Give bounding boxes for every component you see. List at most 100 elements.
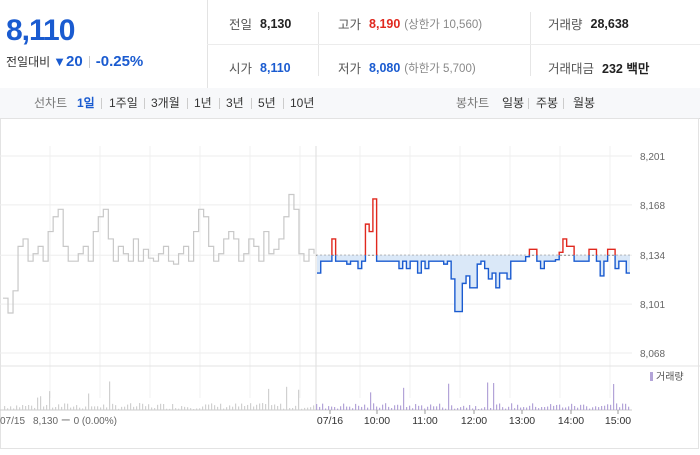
candle-weekly[interactable]: 주봉 [536, 96, 559, 110]
quote-header: 8,110 전일대비 ▼ 20 -0.25% 전일 8,130 고가 8,190… [0, 0, 700, 89]
volume-bar [607, 404, 609, 410]
volume-bar [496, 404, 498, 410]
volume-bar [412, 408, 414, 410]
volume-bar [193, 408, 195, 410]
line-chart-label: 선차트 [34, 96, 68, 110]
volume-bar [400, 405, 402, 410]
volume-bar [79, 407, 81, 410]
volume-bar [91, 406, 93, 410]
volume-bar [7, 408, 9, 410]
volume-bar [142, 403, 144, 410]
y-tick-label: 8,134 [640, 251, 665, 262]
candle-monthly[interactable]: 월봉 [573, 96, 596, 110]
volume-bar [244, 406, 246, 410]
high-value: 8,190 [369, 16, 401, 31]
volume-bar [334, 407, 336, 410]
volume-bar [274, 404, 276, 410]
prev-day-label: 07/15 [0, 416, 25, 427]
volume-bar [178, 408, 180, 410]
volume-bar [352, 408, 354, 410]
below-reference-fill [317, 255, 630, 312]
prev-close-value: 8,130 [260, 16, 292, 31]
period-3m[interactable]: 3개월 [151, 96, 180, 110]
volume-bar [529, 405, 531, 410]
volume-legend-swatch [650, 372, 653, 381]
volume-bar [247, 404, 249, 410]
volume-bar [565, 407, 567, 410]
volume-bar [340, 406, 342, 410]
open-stat: 시가 8,110 [229, 58, 291, 77]
volume-bar [226, 407, 228, 410]
candle-chart-label: 봉차트 [456, 96, 490, 110]
volume-bar [139, 403, 141, 410]
volume-bar [40, 396, 42, 410]
volume-bar [25, 406, 27, 410]
volume-bar [316, 404, 318, 410]
volume-bar [415, 404, 417, 410]
volume-bar [229, 405, 231, 410]
volume-bar [283, 408, 285, 410]
volume-bar [169, 408, 171, 410]
volume-bar [361, 406, 363, 410]
volume-bar [610, 404, 612, 410]
chart-frame [0, 118, 699, 449]
x-tick-label: 07/16 [317, 415, 343, 427]
volume-bar [376, 406, 378, 410]
volume-bar [613, 384, 615, 410]
volume-bar [406, 406, 408, 410]
x-tick-label: 11:00 [412, 415, 438, 427]
volume-bar [298, 389, 300, 410]
volume-bar [304, 407, 306, 410]
y-tick-label: 8,101 [640, 300, 665, 311]
price-chart: 8,201 8,168 8,134 8,101 8,068 거래량 07/15 8,130 ー… [0, 118, 700, 450]
volume-bar [619, 407, 621, 410]
volume-bar [232, 406, 234, 410]
volume-bar [163, 404, 165, 410]
period-10y[interactable]: 10년 [290, 96, 315, 110]
volume-bar [586, 406, 588, 410]
volume-bar [64, 403, 66, 410]
today-series-line-up [331, 198, 616, 256]
volume-bar [502, 407, 504, 410]
divider [251, 98, 252, 109]
divider [101, 98, 102, 109]
volume-bar [220, 403, 222, 410]
volume-bar [85, 406, 87, 410]
volume-bar [466, 407, 468, 410]
volume-bar [196, 408, 198, 410]
volume-bar [67, 403, 69, 410]
volume-bar [358, 405, 360, 410]
volume-bar [184, 406, 186, 410]
volume-bar [49, 391, 51, 410]
volume-bar [427, 406, 429, 410]
volume-bar [187, 407, 189, 410]
change-amount: 20 [66, 53, 83, 70]
volume-bar [475, 406, 477, 410]
volume-bar [616, 403, 618, 410]
period-5y[interactable]: 5년 [258, 96, 276, 110]
volume-bar [241, 403, 243, 410]
period-3y[interactable]: 3년 [226, 96, 244, 110]
prev-close-stat: 전일 8,130 [229, 14, 291, 33]
volume-bar [514, 408, 516, 410]
volume-bar [595, 406, 597, 410]
volume-bar [547, 406, 549, 410]
period-1d[interactable]: 1일 [77, 96, 95, 110]
volume-bar [106, 407, 108, 410]
x-tick-label: 10:00 [364, 415, 390, 427]
volume-bar [367, 407, 369, 410]
period-1y[interactable]: 1년 [194, 96, 212, 110]
volume-value: 28,638 [590, 16, 629, 31]
prev-day-summary: 8,130 ー 0 (0.00%) [33, 416, 117, 427]
volume-bar [235, 403, 237, 410]
volume-bar [154, 408, 156, 410]
volume-bar [439, 403, 441, 410]
period-1w[interactable]: 1주일 [109, 96, 138, 110]
volume-bar [130, 403, 132, 410]
volume-bar [151, 407, 153, 410]
volume-bar [136, 406, 138, 410]
candle-daily[interactable]: 일봉 [502, 96, 525, 110]
divider [563, 98, 564, 109]
volume-bar [277, 405, 279, 410]
volume-bar [97, 406, 99, 410]
